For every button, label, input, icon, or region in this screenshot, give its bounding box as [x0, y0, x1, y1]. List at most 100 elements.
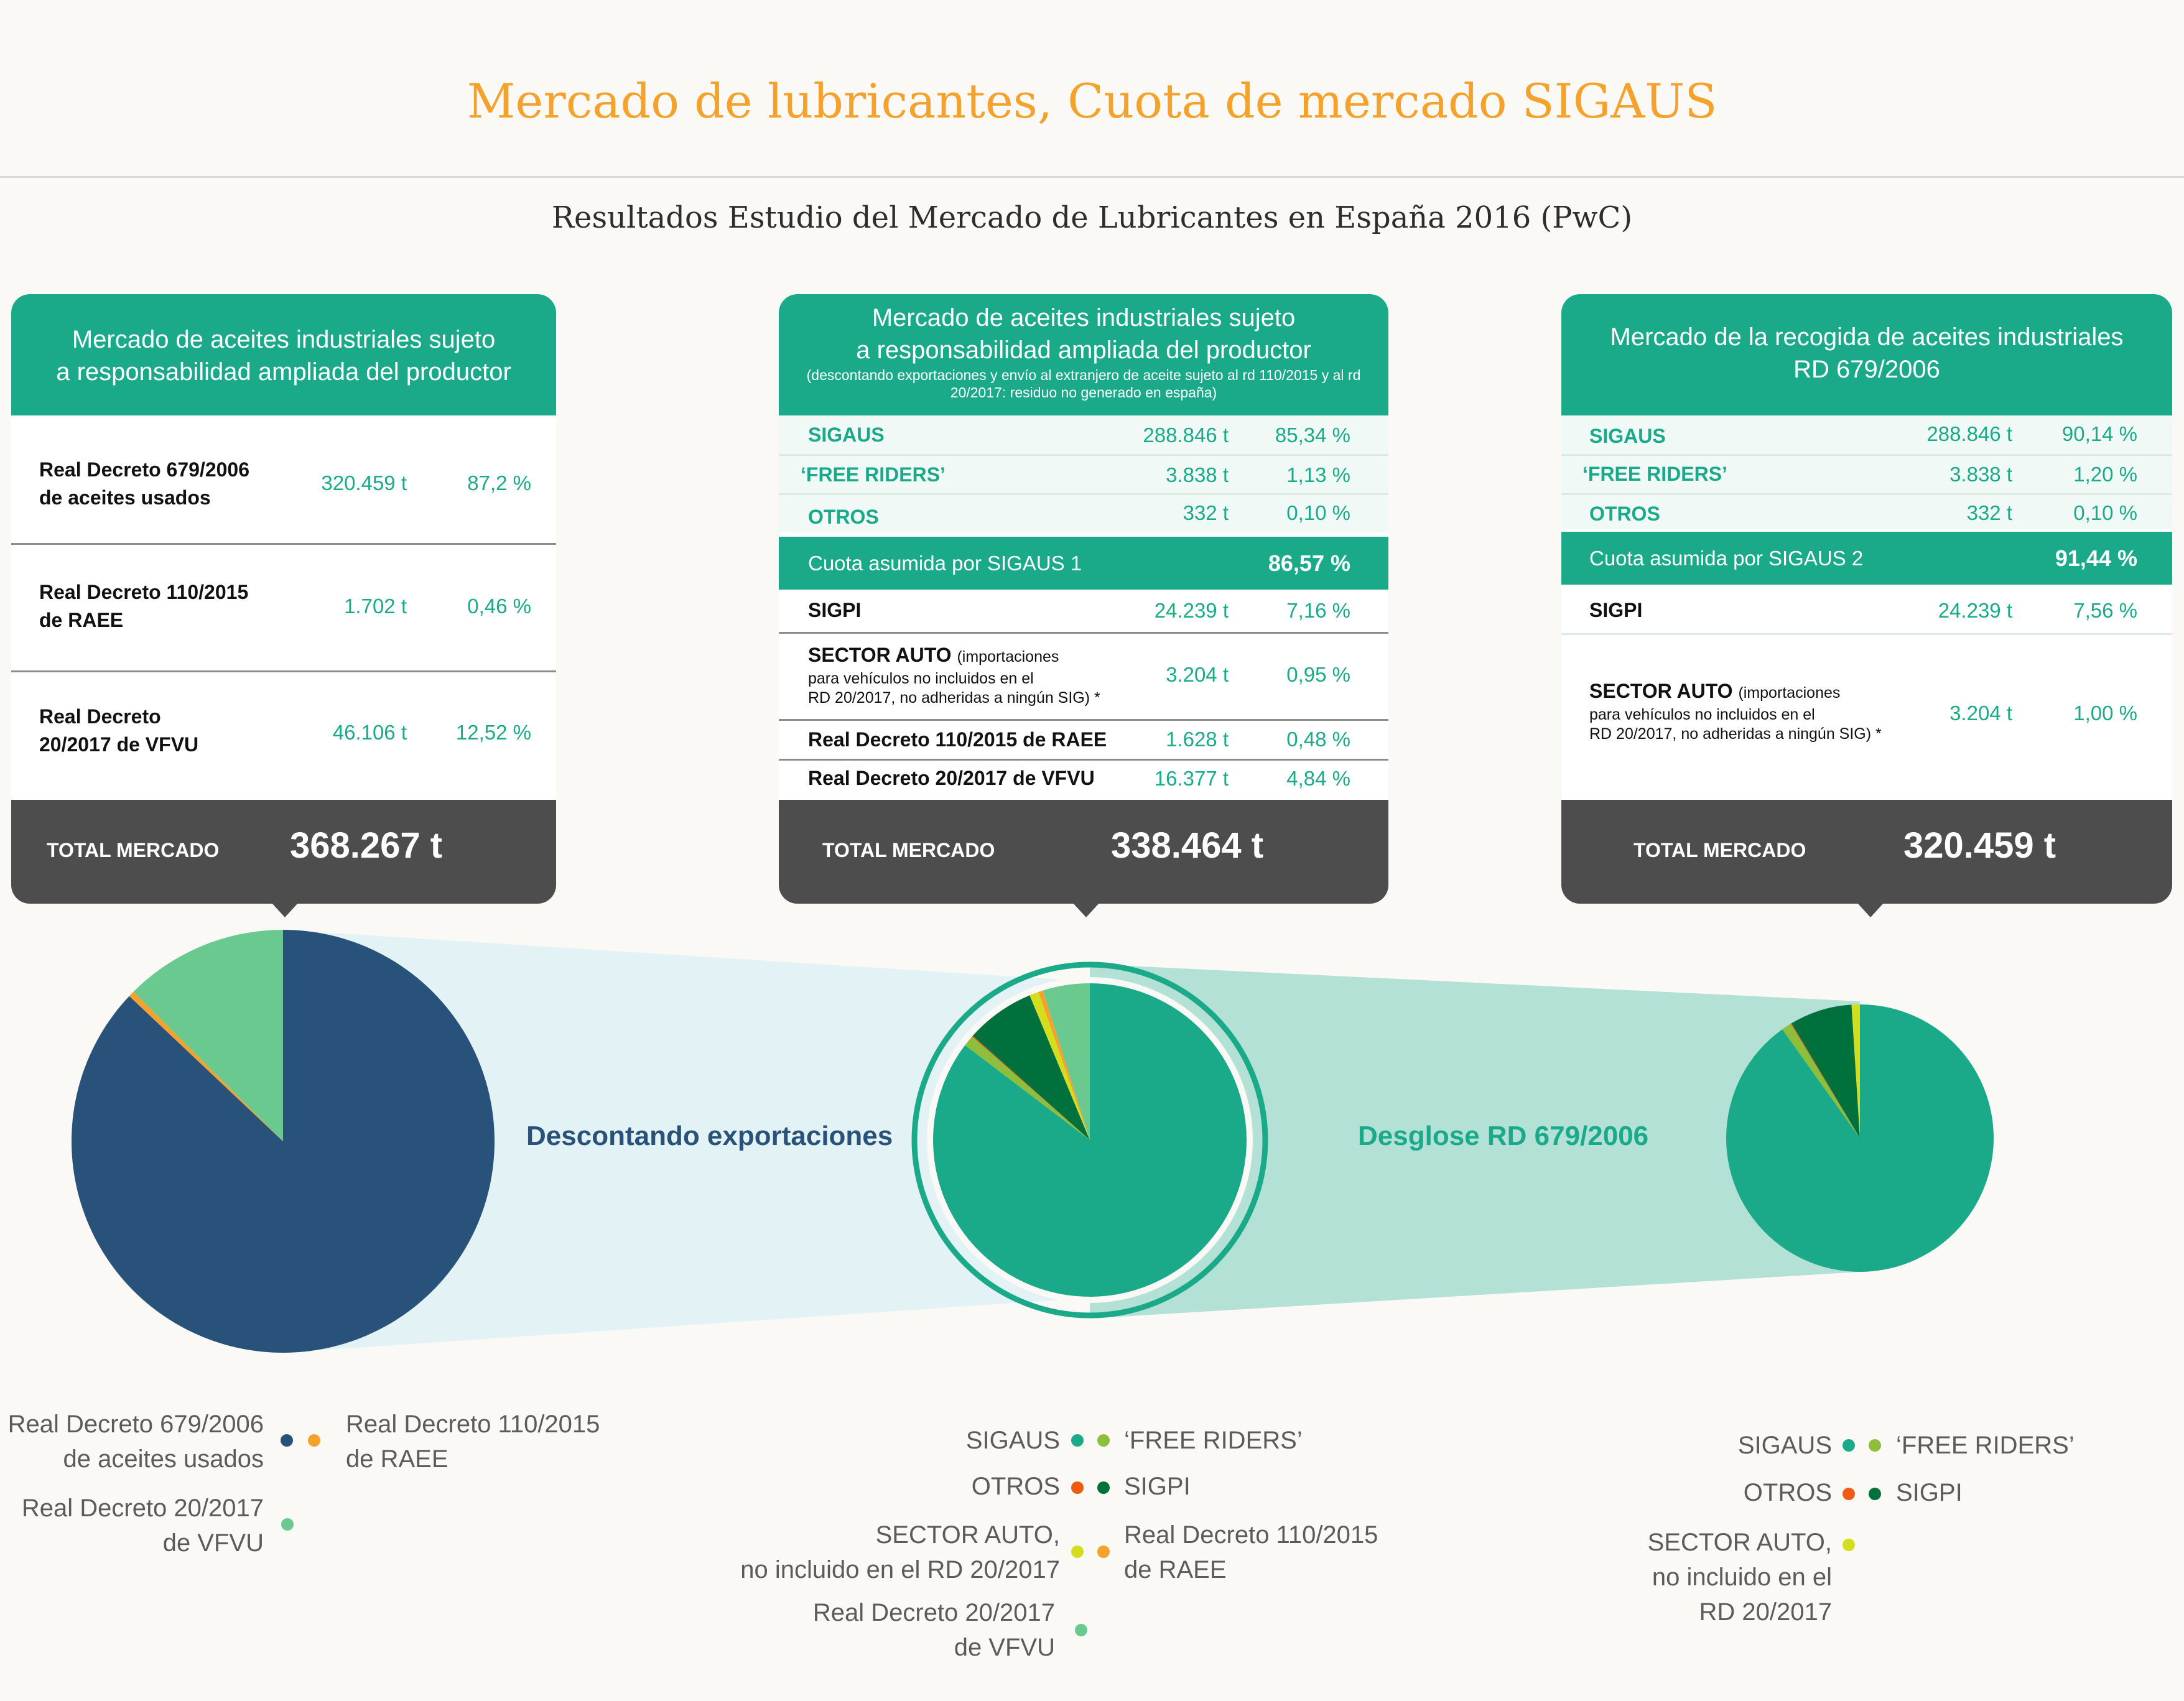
label-descontando: Descontando exportaciones	[526, 1121, 893, 1151]
row-tons: 288.846 t	[1926, 422, 2012, 445]
legend-dot	[1842, 1539, 1855, 1551]
card-header-note: (descontando exportaciones y envío al ex…	[806, 367, 1361, 401]
pie-slice-otros	[1790, 1023, 1860, 1138]
card-header-line: Mercado de la recogida de aceites indust…	[1610, 323, 2124, 351]
row-pct: 0,46 %	[467, 595, 531, 618]
row-sigaus: SIGAUS 288.846 t 90,14 %	[1561, 415, 2172, 454]
row-pct: 7,16 %	[1286, 599, 1350, 622]
connector-band-right	[1090, 964, 1860, 1319]
legend-dot	[1097, 1546, 1110, 1558]
card-header: Mercado de aceites industriales sujeto a…	[779, 294, 1388, 415]
row-pct: 1,20 %	[2073, 463, 2137, 486]
row-tons: 1.628 t	[1166, 728, 1229, 751]
card-header-line: a responsabilidad ampliada del productor	[56, 358, 511, 386]
row-pct: 1,13 %	[1286, 463, 1350, 486]
card-pointer	[271, 902, 299, 917]
row-cuota-sigaus: Cuota asumida por SIGAUS 2 91,44 %	[1561, 532, 2172, 585]
pie-chart-collection	[1726, 1004, 1994, 1272]
row-pct: 0,48 %	[1286, 728, 1350, 751]
row-label: OTROS	[1589, 503, 1660, 525]
legend-item-sigpi: SIGPI	[1124, 1473, 1191, 1500]
card-header-line: RD 679/2006	[1793, 356, 1940, 383]
row-label: Real Decreto 110/2015 de RAEE	[39, 581, 249, 631]
row-label: Real Decreto 679/2006 de aceites usados	[39, 458, 249, 509]
legend-dot	[1075, 1624, 1087, 1636]
pie-slice-real-decreto-679-2006-de-aceites-usados	[71, 930, 495, 1353]
legend-dot	[308, 1434, 320, 1447]
legend-item-rd20: Real Decreto 20/2017 de VFVU	[812, 1599, 1055, 1661]
legend-dot	[281, 1518, 294, 1531]
legend-item-rd20: Real Decreto 20/2017 de VFVU	[21, 1495, 264, 1557]
legend-item-free-riders: ‘FREE RIDERS’	[1124, 1427, 1303, 1454]
pie-slice-real-decreto-20-2017-de-vfvu	[133, 930, 283, 1141]
row-tons: 24.239 t	[1938, 599, 2012, 622]
pie-slice-free-riders	[965, 1036, 1090, 1140]
row-sigaus: SIGAUS 288.846 t 85,34 %	[779, 415, 1388, 454]
row-pct: 87,2 %	[467, 471, 531, 494]
legend-item-sigaus: SIGAUS	[965, 1427, 1060, 1454]
row-divider	[11, 543, 556, 545]
row-divider	[779, 719, 1388, 721]
connector-band-left	[283, 930, 1061, 1353]
legend-dot	[1071, 1546, 1084, 1558]
row-free-riders: ‘FREE RIDERS’ 3.838 t 1,20 %	[1561, 456, 2172, 493]
row-tons: 16.377 t	[1154, 767, 1229, 790]
total-label: TOTAL MERCADO	[822, 839, 995, 861]
pie-chart-net-market	[932, 983, 1247, 1297]
legend-item-sigpi: SIGPI	[1896, 1479, 1963, 1506]
row-label: ‘FREE RIDERS’	[801, 463, 946, 486]
pie-slice-free-riders	[1782, 1024, 1860, 1138]
row-otros: OTROS 332 t 0,10 %	[1561, 495, 2172, 529]
card-market-erp: Mercado de aceites industriales sujeto a…	[11, 294, 556, 917]
row-label: Real Decreto 20/2017 de VFVU	[39, 705, 199, 756]
row-pct: 1,00 %	[2073, 702, 2137, 725]
total-label: TOTAL MERCADO	[47, 839, 220, 861]
row-label: SIGAUS	[808, 424, 885, 446]
row-tons: 288.846 t	[1143, 424, 1229, 447]
page-title: Mercado de lubricantes, Cuota de mercado…	[467, 73, 1717, 129]
row-label: OTROS	[808, 506, 879, 528]
card-market-net: Mercado de aceites industriales sujeto a…	[779, 294, 1388, 917]
row-label: SIGAUS	[1589, 425, 1666, 447]
row-divider	[11, 670, 556, 672]
row-label: Real Decreto 110/2015 de RAEE	[808, 728, 1107, 751]
card-header: Mercado de aceites industriales sujeto a…	[11, 294, 556, 415]
card-total-bar: TOTAL MERCADO 368.267 t	[11, 800, 556, 904]
row-label: SIGPI	[808, 599, 862, 621]
row-tons: 320.459 t	[321, 471, 407, 494]
row-pct: 86,57 %	[1268, 550, 1350, 576]
total-label: TOTAL MERCADO	[1633, 839, 1806, 861]
row-pct: 0,95 %	[1286, 663, 1350, 686]
row-free-riders: ‘FREE RIDERS’ 3.838 t 1,13 %	[779, 456, 1388, 493]
legend-dot	[1869, 1439, 1881, 1452]
title-divider	[0, 176, 2184, 178]
pie-slice-real-decreto-110-2015-de-raee	[1038, 990, 1090, 1140]
legend-item-free-riders: ‘FREE RIDERS’	[1896, 1432, 2075, 1459]
legend-item-sector-auto: SECTOR AUTO, no incluido en el RD 20/2017	[1647, 1529, 1832, 1626]
pie-slice-sigpi	[1791, 1004, 1860, 1138]
legend-item-otros: OTROS	[1743, 1479, 1832, 1506]
row-tons: 332 t	[1183, 501, 1229, 524]
legend-dot	[281, 1434, 293, 1447]
legend-dot	[1842, 1439, 1855, 1452]
row-pct: 7,56 %	[2073, 599, 2137, 622]
legend-item-rd110: Real Decreto 110/2015 de RAEE	[346, 1411, 600, 1473]
row-tons: 46.106 t	[332, 721, 407, 744]
row-divider	[779, 632, 1388, 634]
row-label: Cuota asumida por SIGAUS 1	[808, 552, 1082, 575]
legend-dot	[1869, 1488, 1881, 1500]
legend-dot	[1071, 1434, 1084, 1447]
row-tons: 3.838 t	[1949, 463, 2012, 486]
row-pct: 90,14 %	[2061, 422, 2137, 445]
legend-dot	[1097, 1481, 1110, 1494]
card-total-bar: TOTAL MERCADO 338.464 t	[779, 800, 1388, 904]
legend-item-sigaus: SIGAUS	[1737, 1432, 1832, 1459]
row-label: SIGPI	[1589, 599, 1643, 621]
row-label: SECTOR AUTO (importaciones para vehículo…	[1589, 680, 1882, 743]
row-label: SECTOR AUTO (importaciones para vehículo…	[808, 644, 1100, 707]
label-desglose: Desglose RD 679/2006	[1358, 1121, 1649, 1151]
legend-item-sector-auto: SECTOR AUTO, no incluido en el RD 20/2017	[740, 1521, 1060, 1583]
legend-dot	[1842, 1488, 1855, 1500]
